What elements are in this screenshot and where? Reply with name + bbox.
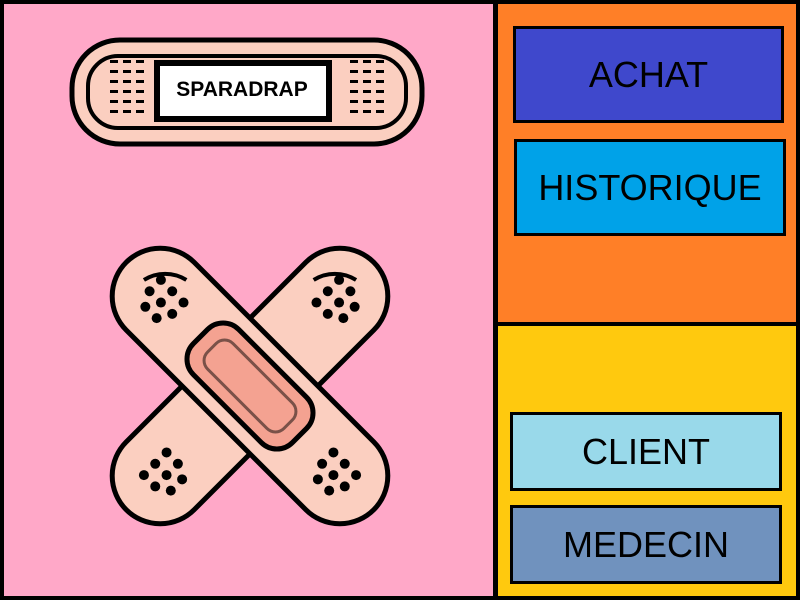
medecin-button[interactable]: MEDECIN (510, 505, 782, 584)
crossed-bandages-icon (109, 245, 391, 527)
achat-button[interactable]: ACHAT (513, 26, 784, 123)
historique-button[interactable]: HISTORIQUE (514, 139, 786, 236)
client-button[interactable]: CLIENT (510, 412, 782, 491)
bandage-icon (69, 37, 425, 147)
logo-label: SPARADRAP (176, 78, 308, 101)
